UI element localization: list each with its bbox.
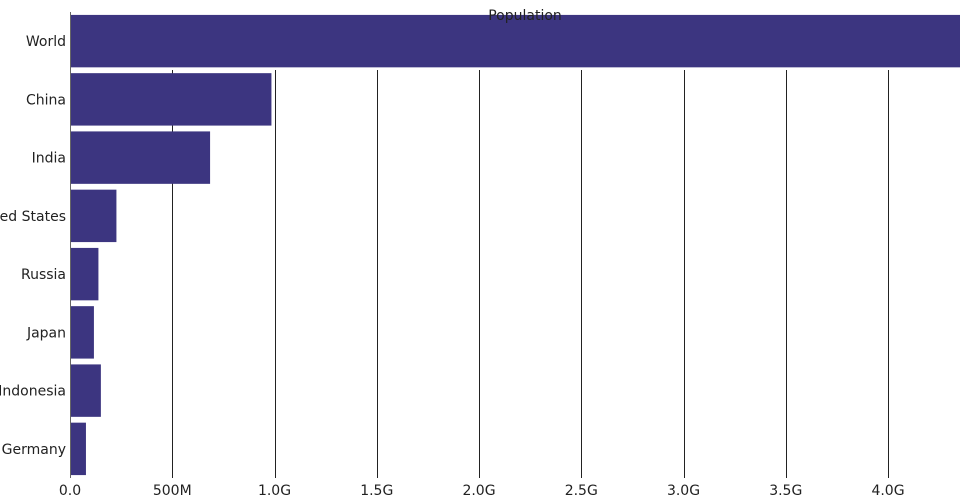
category-label: Indonesia: [0, 384, 66, 400]
category-labels: World China India United States Russia Japan I…: [0, 34, 66, 458]
x-tick-label: 2.5G: [565, 483, 598, 499]
bar: [70, 14, 960, 68]
bar: [70, 189, 117, 243]
category-label: India: [32, 151, 66, 167]
category-label: Germany: [2, 442, 66, 458]
x-tick-label: 4.0G: [871, 483, 904, 499]
grid-lines: [172, 70, 889, 478]
category-label: China: [26, 92, 66, 108]
x-tick-label: 500M: [153, 483, 192, 499]
bar: [70, 73, 272, 126]
bars: [70, 14, 960, 476]
bar: [70, 422, 86, 476]
x-tick-label: 3.0G: [667, 483, 700, 499]
x-tick-label: 1.5G: [360, 483, 393, 499]
x-tick-label: 1.0G: [258, 483, 291, 499]
category-label: World: [26, 34, 66, 50]
bar: [70, 306, 94, 359]
chart-title: Population: [488, 8, 562, 24]
x-tick-label: 2.0G: [462, 483, 495, 499]
x-tick-labels: 0.0 500M 1.0G 1.5G 2.0G 2.5G 3.0G 3.5G 4.0G: [59, 483, 905, 499]
x-tick-label: 0.0: [59, 483, 81, 499]
category-label: Japan: [26, 325, 66, 341]
category-label: Russia: [21, 267, 66, 283]
category-label: United States: [0, 209, 66, 225]
bar: [70, 364, 101, 417]
x-tick-label: 3.5G: [769, 483, 802, 499]
bar: [70, 131, 211, 184]
bar: [70, 247, 99, 301]
